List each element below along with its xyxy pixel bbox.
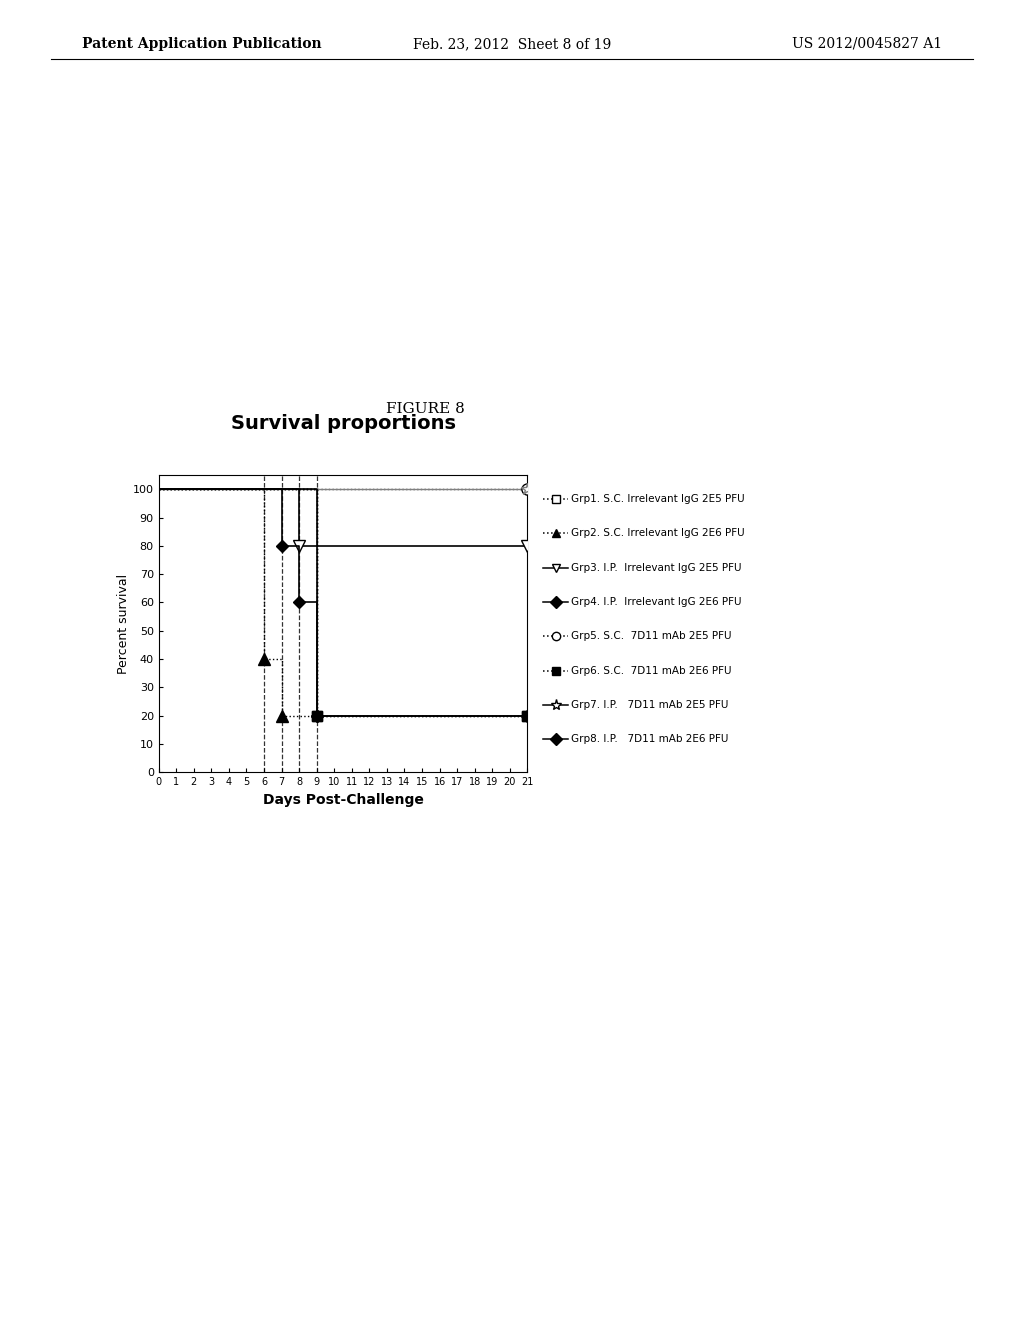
Text: Grp4. I.P.  Irrelevant IgG 2E6 PFU: Grp4. I.P. Irrelevant IgG 2E6 PFU (571, 597, 742, 607)
Text: Feb. 23, 2012  Sheet 8 of 19: Feb. 23, 2012 Sheet 8 of 19 (413, 37, 611, 51)
X-axis label: Days Post-Challenge: Days Post-Challenge (262, 792, 424, 807)
Text: Grp8. I.P.   7D11 mAb 2E6 PFU: Grp8. I.P. 7D11 mAb 2E6 PFU (571, 734, 729, 744)
Text: Patent Application Publication: Patent Application Publication (82, 37, 322, 51)
Text: US 2012/0045827 A1: US 2012/0045827 A1 (792, 37, 942, 51)
Text: Grp6. S.C.  7D11 mAb 2E6 PFU: Grp6. S.C. 7D11 mAb 2E6 PFU (571, 665, 732, 676)
Text: FIGURE 8: FIGURE 8 (386, 401, 464, 416)
Text: Grp1. S.C. Irrelevant IgG 2E5 PFU: Grp1. S.C. Irrelevant IgG 2E5 PFU (571, 494, 745, 504)
Text: Survival proportions: Survival proportions (230, 414, 456, 433)
Text: Grp7. I.P.   7D11 mAb 2E5 PFU: Grp7. I.P. 7D11 mAb 2E5 PFU (571, 700, 729, 710)
Y-axis label: Percent survival: Percent survival (117, 574, 130, 673)
Text: Grp5. S.C.  7D11 mAb 2E5 PFU: Grp5. S.C. 7D11 mAb 2E5 PFU (571, 631, 732, 642)
Text: Grp3. I.P.  Irrelevant IgG 2E5 PFU: Grp3. I.P. Irrelevant IgG 2E5 PFU (571, 562, 742, 573)
Text: Grp2. S.C. Irrelevant IgG 2E6 PFU: Grp2. S.C. Irrelevant IgG 2E6 PFU (571, 528, 745, 539)
